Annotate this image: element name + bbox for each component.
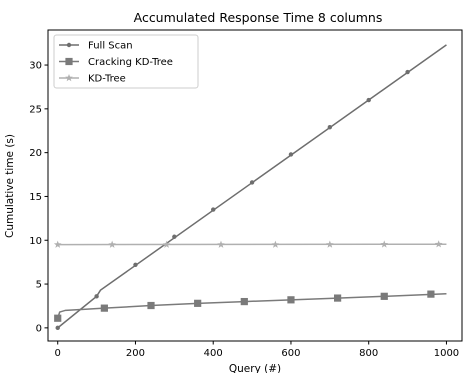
data-point-cracking-kd-tree [54,314,62,322]
data-point-cracking-kd-tree [100,304,108,312]
data-point-cracking-kd-tree [334,294,342,302]
data-point-full-scan [366,97,371,103]
data-point-full-scan [405,69,410,75]
data-point-cracking-kd-tree [240,297,248,306]
data-point-cracking-kd-tree [427,290,435,298]
plot-area-frame [47,29,463,342]
y-tick-label: 0 [36,323,42,334]
legend-label: Full Scan [88,41,133,52]
legend-label: Cracking KD-Tree [88,57,173,68]
data-point-full-scan [211,207,216,212]
data-point-kd-tree [162,240,171,248]
data-point-kd-tree [326,240,334,248]
y-axis: 0 5 10 15 20 25 30 [29,61,48,334]
series-kd-tree [53,240,447,248]
legend-marker [65,57,73,66]
legend-item-full-scan: Full Scan [59,41,133,52]
y-tick-label: 10 [29,236,42,247]
legend-item-cracking-kd-tree: Cracking KD-Tree [59,57,173,68]
data-point-cracking-kd-tree [147,301,155,310]
legend-marker [66,42,72,48]
series-layer [53,44,447,331]
data-point-full-scan [94,294,99,299]
data-point-full-scan [249,180,255,185]
x-tick-label: 0 [55,348,61,359]
x-tick-label: 800 [359,348,378,359]
series-line-full-scan [57,44,447,329]
legend-marker [65,74,73,82]
x-tick-label: 1000 [434,348,459,359]
y-tick-label: 20 [29,148,42,159]
data-point-full-scan [55,325,60,331]
data-point-kd-tree [108,240,116,248]
data-point-cracking-kd-tree [287,296,295,304]
data-point-full-scan [327,125,333,130]
y-tick-label: 30 [29,61,42,72]
data-point-kd-tree [434,240,443,248]
y-axis-label: Cumulative time (s) [4,134,16,238]
x-tick-label: 200 [126,348,145,359]
x-tick-label: 600 [281,348,300,359]
legend-item-kd-tree: KD-Tree [59,74,126,85]
series-full-scan [55,44,447,331]
data-point-full-scan [172,234,177,239]
data-point-kd-tree [380,240,389,248]
data-point-cracking-kd-tree [380,292,388,300]
x-tick-label: 400 [204,348,223,359]
series-cracking-kd-tree [54,290,447,322]
data-point-cracking-kd-tree [194,299,202,307]
y-tick-label: 15 [29,192,42,203]
legend: Full Scan Cracking KD-Tree KD-Tree [53,34,199,89]
x-axis: 0 200 400 600 800 1000 [55,341,459,359]
data-point-kd-tree [217,240,225,248]
chart-title: Accumulated Response Time 8 columns [134,10,383,25]
data-point-full-scan [133,262,138,267]
y-tick-label: 25 [29,104,42,115]
y-tick-label: 5 [36,280,42,291]
data-point-full-scan [288,152,294,157]
legend-box [53,34,199,89]
data-point-kd-tree [53,240,62,248]
data-point-kd-tree [271,240,280,248]
series-line-cracking-kd-tree [57,292,447,319]
x-axis-label: Query (#) [229,363,281,373]
legend-label: KD-Tree [88,74,126,85]
